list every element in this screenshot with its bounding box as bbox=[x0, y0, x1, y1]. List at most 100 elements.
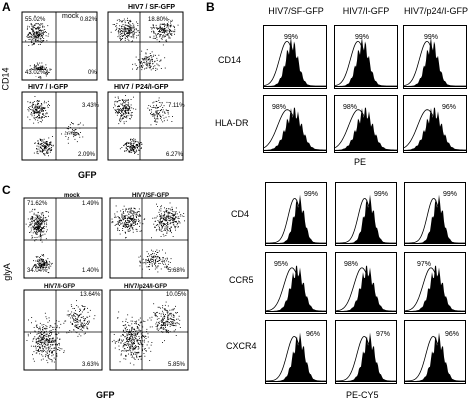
scatter-dot bbox=[39, 226, 41, 228]
scatter-dot bbox=[37, 32, 38, 34]
scatter-dot bbox=[130, 112, 132, 114]
scatter-dot bbox=[129, 145, 131, 147]
scatter-dot bbox=[169, 30, 170, 32]
scatter-dot bbox=[130, 29, 132, 31]
scatter-dot bbox=[128, 108, 130, 110]
scatter-dot bbox=[136, 356, 138, 357]
scatter-dot bbox=[75, 131, 77, 133]
scatter-dot bbox=[133, 142, 135, 144]
scatter-dot bbox=[31, 39, 33, 40]
scatter-dot bbox=[131, 27, 133, 28]
scatter-dot bbox=[43, 336, 45, 338]
scatter-dot bbox=[131, 327, 133, 329]
scatter-dot bbox=[33, 337, 35, 339]
scatter-dot bbox=[124, 216, 126, 218]
scatter-dot bbox=[32, 109, 34, 111]
scatter-dot bbox=[27, 218, 29, 220]
scatter-dot bbox=[170, 258, 172, 260]
hist-pct: 95% bbox=[274, 261, 289, 268]
scatter-dot bbox=[38, 105, 40, 107]
scatter-dot bbox=[121, 114, 123, 116]
scatter-dot bbox=[49, 69, 51, 71]
scatter-dot bbox=[126, 107, 128, 109]
scatter-dot bbox=[72, 129, 73, 130]
scatter-dot bbox=[39, 230, 41, 232]
scatter-dot bbox=[44, 116, 45, 118]
scatter-dot bbox=[133, 343, 135, 344]
scatter-dot bbox=[128, 231, 130, 232]
scatter-dot bbox=[46, 141, 48, 142]
scatter-dot bbox=[126, 340, 128, 342]
scatter-dot bbox=[47, 73, 48, 74]
scatter-dot bbox=[156, 101, 158, 102]
scatter-dot bbox=[47, 141, 48, 143]
scatter-dot bbox=[122, 325, 124, 326]
scatter-dot bbox=[82, 324, 84, 326]
scatter-dot bbox=[159, 115, 161, 116]
scatter-dot bbox=[53, 341, 55, 343]
scatter-dot bbox=[127, 339, 129, 340]
scatter-dot bbox=[165, 329, 167, 331]
plot-a1-q-ur: 0.82% bbox=[80, 17, 98, 23]
scatter-dot bbox=[133, 31, 135, 32]
scatter-dot bbox=[149, 317, 151, 319]
plot-c2-q-lr: 5.68% bbox=[168, 268, 186, 274]
scatter-dot bbox=[87, 311, 89, 313]
histogram-control-line bbox=[336, 197, 396, 244]
scatter-dot bbox=[168, 211, 170, 213]
scatter-dot bbox=[35, 226, 37, 228]
scatter-dot bbox=[118, 106, 120, 107]
scatter-dot bbox=[88, 320, 90, 322]
scatter-dot bbox=[131, 345, 132, 347]
scatter-dot bbox=[36, 230, 37, 232]
scatter-dot bbox=[156, 254, 157, 255]
scatter-dot bbox=[47, 35, 49, 37]
scatter-dot bbox=[172, 309, 174, 311]
scatter-dot bbox=[35, 215, 37, 216]
scatter-dot bbox=[38, 30, 40, 32]
scatter-dot bbox=[43, 26, 45, 28]
scatter-dot bbox=[146, 259, 148, 261]
scatter-dot bbox=[130, 138, 132, 140]
scatter-dot bbox=[137, 223, 138, 225]
scatter-dot bbox=[134, 222, 136, 223]
scatter-dot bbox=[135, 32, 137, 33]
scatter-dot bbox=[125, 208, 127, 210]
scatter-dot bbox=[132, 63, 134, 65]
scatter-dot bbox=[37, 226, 39, 228]
scatter-dot bbox=[114, 217, 116, 218]
scatter-dot bbox=[158, 99, 160, 101]
scatter-dot bbox=[163, 224, 165, 225]
scatter-dot bbox=[170, 30, 171, 32]
scatter-dot bbox=[124, 102, 126, 104]
scatter-dot bbox=[79, 314, 80, 316]
scatter-dot bbox=[151, 107, 153, 108]
scatter-dot bbox=[124, 231, 126, 233]
scatter-dot bbox=[125, 210, 126, 212]
scatter-dot bbox=[47, 25, 49, 27]
scatter-dot bbox=[151, 263, 153, 265]
scatter-dot bbox=[30, 34, 32, 36]
scatter-dot bbox=[131, 139, 133, 140]
scatter-dot bbox=[44, 267, 46, 269]
scatter-dot bbox=[129, 107, 131, 109]
scatter-dot bbox=[133, 27, 135, 28]
scatter-dot bbox=[140, 343, 142, 345]
scatter-dot bbox=[44, 341, 46, 343]
scatter-dot bbox=[50, 145, 52, 146]
scatter-dot bbox=[42, 107, 44, 109]
scatter-dot bbox=[118, 221, 120, 223]
scatter-dot bbox=[126, 222, 128, 223]
scatter-dot bbox=[128, 221, 130, 223]
scatter-dot bbox=[50, 349, 52, 351]
scatter-dot bbox=[132, 216, 134, 218]
scatter-dot bbox=[38, 343, 40, 344]
scatter-dot bbox=[171, 218, 173, 220]
scatter-dot bbox=[40, 68, 42, 70]
scatter-dot bbox=[43, 144, 44, 146]
scatter-dot bbox=[179, 222, 181, 224]
scatter-dot bbox=[152, 30, 154, 32]
scatter-dot bbox=[132, 220, 133, 222]
scatter-dot bbox=[40, 341, 42, 343]
scatter-dot bbox=[149, 262, 151, 264]
